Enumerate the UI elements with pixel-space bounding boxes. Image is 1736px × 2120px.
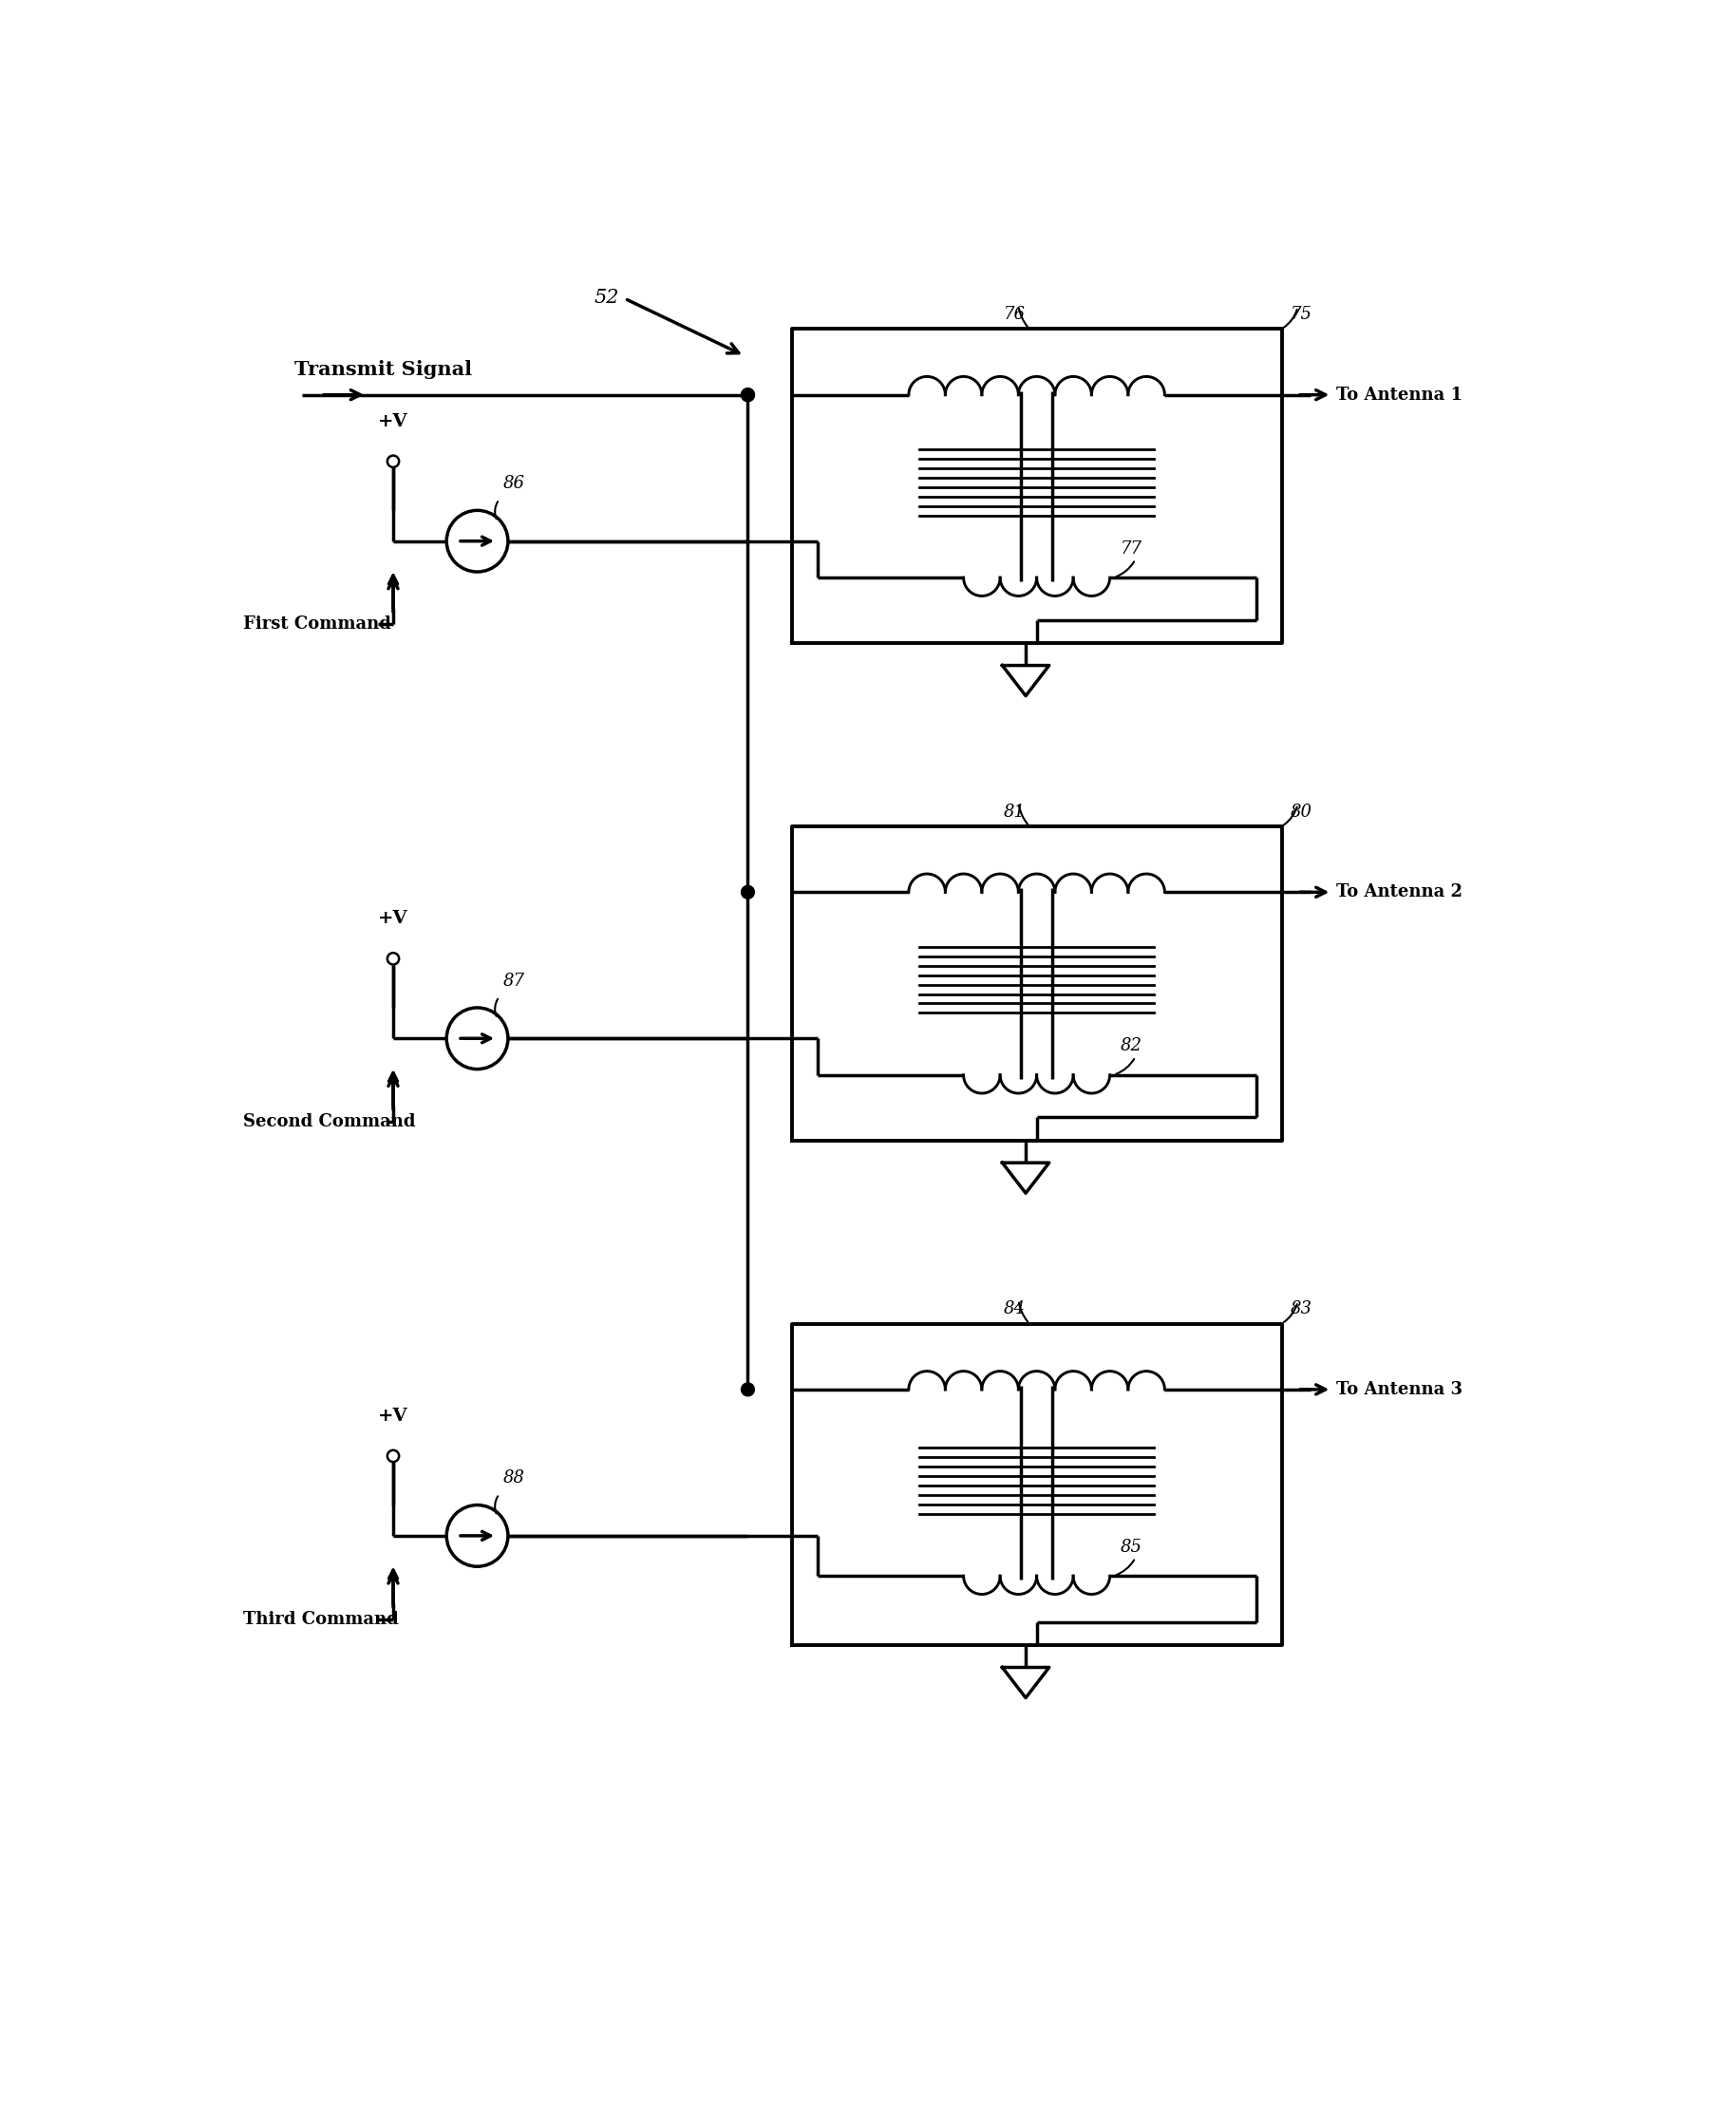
Text: 77: 77 [1121,541,1142,558]
Circle shape [741,388,755,401]
Text: To Antenna 3: To Antenna 3 [1337,1380,1463,1397]
Text: 75: 75 [1290,305,1312,322]
Text: 85: 85 [1121,1539,1142,1556]
Text: 83: 83 [1290,1302,1312,1319]
Text: 52: 52 [594,288,620,307]
Text: 88: 88 [503,1469,524,1486]
Text: Third Command: Third Command [243,1611,399,1628]
Text: To Antenna 2: To Antenna 2 [1337,884,1463,901]
Text: 84: 84 [1003,1302,1026,1319]
Text: Second Command: Second Command [243,1113,415,1130]
Text: 80: 80 [1290,803,1312,820]
Text: 81: 81 [1003,803,1026,820]
Text: To Antenna 1: To Antenna 1 [1337,386,1463,403]
Circle shape [741,886,755,899]
Text: 86: 86 [503,475,524,492]
Text: 87: 87 [503,973,524,990]
Text: 82: 82 [1121,1037,1142,1054]
Text: +V: +V [378,909,408,926]
Circle shape [741,1382,755,1397]
Circle shape [741,388,755,401]
Text: +V: +V [378,413,408,430]
Text: Transmit Signal: Transmit Signal [295,360,472,379]
Text: First Command: First Command [243,617,391,634]
Text: +V: +V [378,1408,408,1425]
Text: 76: 76 [1003,305,1026,322]
